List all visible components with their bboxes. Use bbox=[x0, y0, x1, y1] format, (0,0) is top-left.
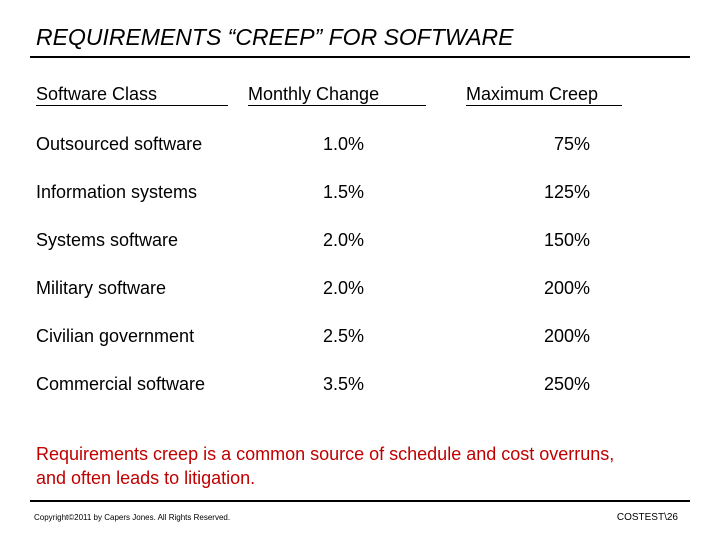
column-header-monthly-change: Monthly Change bbox=[248, 84, 426, 106]
maximum-creep-cell: 200% bbox=[543, 326, 590, 346]
software-class-cell: Military software bbox=[36, 278, 167, 298]
maximum-creep-cell: 75% bbox=[553, 134, 590, 154]
monthly-change-cell: 3.5% bbox=[323, 374, 365, 394]
column-header-maximum-creep: Maximum Creep bbox=[466, 84, 622, 106]
software-class-cell: Systems software bbox=[36, 230, 179, 250]
monthly-change-cell: 2.5% bbox=[323, 326, 365, 346]
maximum-creep-cell: 125% bbox=[543, 182, 590, 202]
maximum-creep-cell: 250% bbox=[543, 374, 590, 394]
monthly-change-cell: 2.0% bbox=[323, 278, 365, 298]
footer-divider bbox=[30, 500, 690, 502]
software-class-cell: Commercial software bbox=[36, 374, 206, 394]
monthly-change-cell: 2.0% bbox=[323, 230, 365, 250]
table-row: Outsourced software 1.0% 75% bbox=[0, 130, 720, 158]
maximum-creep-cell: 150% bbox=[543, 230, 590, 250]
monthly-change-cell: 1.5% bbox=[323, 182, 365, 202]
slide-number: COSTEST\26 bbox=[616, 512, 678, 523]
maximum-creep-cell: 200% bbox=[543, 278, 590, 298]
software-class-cell: Civilian government bbox=[36, 326, 195, 346]
copyright-notice: Copyright©2011 by Capers Jones. All Righ… bbox=[34, 513, 231, 522]
software-class-cell: Outsourced software bbox=[36, 134, 203, 154]
software-class-cell: Information systems bbox=[36, 182, 198, 202]
monthly-change-cell: 1.0% bbox=[323, 134, 365, 154]
table-row: Systems software 2.0% 150% bbox=[0, 226, 720, 254]
title-divider bbox=[30, 56, 690, 58]
slide-title: REQUIREMENTS “CREEP” FOR SOFTWARE bbox=[36, 24, 514, 50]
table-row: Commercial software 3.5% 250% bbox=[0, 370, 720, 398]
table-row: Military software 2.0% 200% bbox=[0, 274, 720, 302]
table-row: Information systems 1.5% 125% bbox=[0, 178, 720, 206]
column-header-software-class: Software Class bbox=[36, 84, 228, 106]
table-row: Civilian government 2.5% 200% bbox=[0, 322, 720, 350]
summary-note: Requirements creep is a common source of… bbox=[36, 444, 615, 488]
